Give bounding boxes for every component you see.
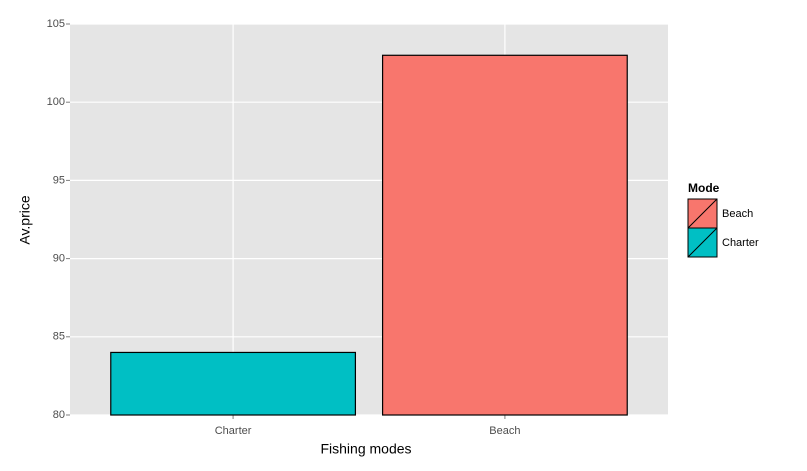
- y-axis-title: Av.price: [17, 195, 33, 244]
- bar: [381, 54, 628, 416]
- y-tick-label: 90: [53, 253, 65, 265]
- y-tick-label: 95: [53, 174, 65, 186]
- bar: [110, 351, 357, 416]
- x-tick-label: Charter: [215, 425, 252, 437]
- legend-key-slash: [687, 227, 718, 258]
- legend-title: Mode: [688, 181, 720, 195]
- y-tick-label: 105: [47, 18, 65, 30]
- legend-label: Beach: [722, 208, 753, 220]
- y-tick-label: 100: [47, 96, 65, 108]
- legend-label: Charter: [722, 237, 759, 249]
- legend-key-slash: [687, 198, 718, 229]
- y-tick-label: 80: [53, 409, 65, 421]
- x-tick-label: Beach: [489, 425, 520, 437]
- y-tick-label: 85: [53, 331, 65, 343]
- x-axis-title: Fishing modes: [320, 441, 411, 457]
